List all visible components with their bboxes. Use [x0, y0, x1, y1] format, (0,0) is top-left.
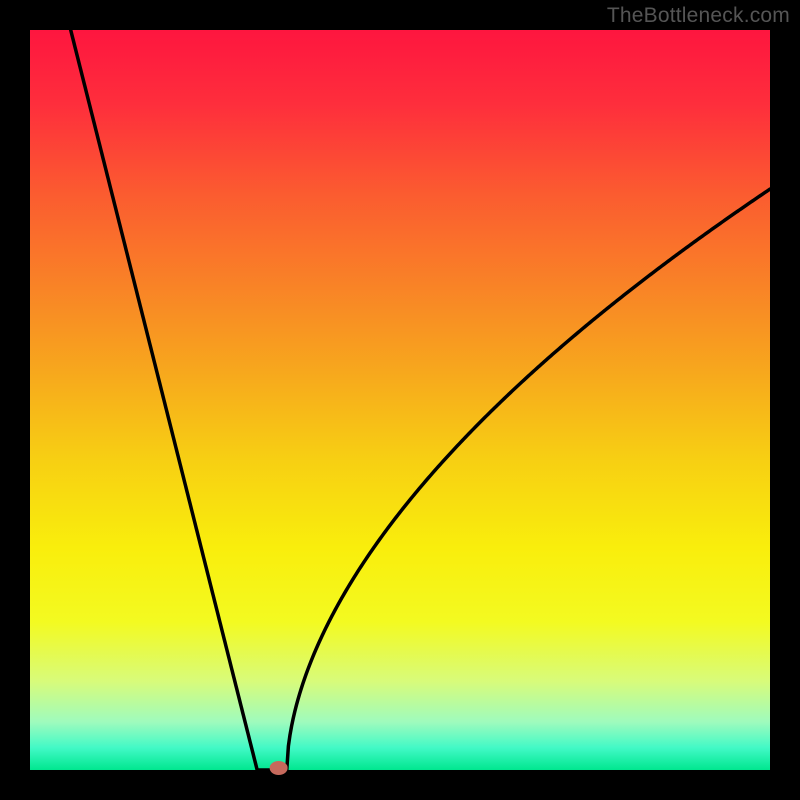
watermark-text: TheBottleneck.com	[607, 4, 790, 28]
plot-background-gradient	[30, 30, 770, 770]
bottleneck-chart-svg	[0, 0, 800, 800]
minimum-marker	[270, 761, 288, 775]
chart-container	[0, 0, 800, 800]
